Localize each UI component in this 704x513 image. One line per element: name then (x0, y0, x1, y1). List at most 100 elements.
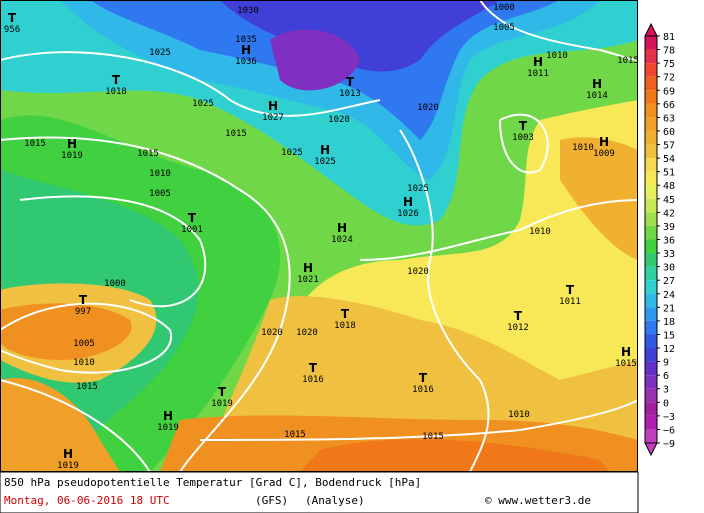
legend-label: 15 (663, 330, 675, 341)
legend-label: 66 (663, 100, 675, 111)
legend-band (645, 212, 657, 226)
pressure-centers: T956H1036T1018H1019H1027T1013H1011H1014T… (4, 11, 637, 471)
legend-label: 18 (663, 317, 675, 328)
legend-band (645, 415, 657, 430)
center-pressure: 1014 (586, 91, 608, 101)
isobar-label: 1010 (572, 143, 594, 153)
legend-label: 42 (663, 208, 675, 219)
isobar-label: 1020 (261, 328, 283, 338)
center-symbol: T (8, 11, 17, 25)
center-symbol: H (303, 261, 313, 275)
legend-label: 3 (663, 385, 669, 396)
legend-arrow-top (644, 22, 658, 37)
legend-label: 48 (663, 181, 675, 192)
color-legend: 8178757269666360575451484542393633302724… (644, 22, 675, 457)
footer-date: Montag, 06-06-2016 18 UTC (4, 494, 170, 507)
center-pressure: 997 (75, 307, 91, 317)
center-symbol: H (337, 221, 347, 235)
legend-band (645, 253, 657, 267)
footer-title: 850 hPa pseudopotentielle Temperatur [Gr… (4, 476, 421, 489)
footer-run: (Analyse) (305, 494, 365, 507)
center-symbol: T (346, 75, 355, 89)
legend-label: 57 (663, 141, 675, 152)
center-symbol: T (341, 307, 350, 321)
isobar-label: 1035 (235, 35, 257, 45)
legend-band (645, 49, 657, 64)
center-symbol: H (67, 137, 77, 151)
legend-label: 54 (663, 154, 675, 165)
center-pressure: 1015 (615, 359, 637, 369)
legend-label: 21 (663, 303, 675, 314)
center-pressure: 1016 (302, 375, 324, 385)
legend-label: 75 (663, 59, 675, 70)
legend-label: −3 (663, 412, 675, 423)
isobar-label: 1005 (149, 189, 171, 199)
center-pressure: 1012 (507, 323, 529, 333)
legend-band (645, 171, 657, 186)
center-symbol: T (566, 283, 575, 297)
legend-label: 51 (663, 168, 675, 179)
legend-label: 33 (663, 249, 675, 260)
center-symbol: T (112, 73, 121, 87)
legend-label: 69 (663, 86, 675, 97)
legend-band (645, 76, 657, 91)
center-pressure: 1003 (512, 133, 534, 143)
legend-band (645, 225, 657, 240)
center-symbol: T (309, 361, 318, 375)
legend-band (645, 334, 657, 349)
legend-band (645, 429, 657, 443)
isobar-labels: 1030 1035 1025 1025 1020 1020 1015 1010 1005 1025… (24, 3, 639, 442)
isobar-label: 1015 (137, 149, 159, 159)
center-pressure: 956 (4, 25, 20, 35)
legend-band (645, 320, 657, 335)
isobar-label: 1010 (508, 410, 530, 420)
legend-label: 45 (663, 195, 675, 206)
center-symbol: H (621, 345, 631, 359)
footer-box (0, 471, 639, 513)
legend-label: 9 (663, 358, 669, 369)
legend-label: 36 (663, 236, 675, 247)
center-pressure: 1026 (397, 209, 419, 219)
isobar-label: 1025 (192, 99, 214, 109)
isobars (0, 0, 639, 473)
legend-label: 24 (663, 290, 675, 301)
center-symbol: H (533, 55, 543, 69)
isobar-label: 1015 (225, 129, 247, 139)
center-pressure: 1027 (262, 113, 284, 123)
center-symbol: T (79, 293, 88, 307)
legend-band (645, 375, 657, 389)
legend-label: −9 (663, 439, 675, 450)
legend-label: 12 (663, 344, 675, 355)
legend-label: 27 (663, 276, 675, 287)
isobar-label: 1005 (73, 339, 95, 349)
isobar-label: 1000 (493, 3, 515, 13)
center-symbol: H (163, 409, 173, 423)
legend-band (645, 130, 657, 145)
center-pressure: 1018 (334, 321, 356, 331)
center-pressure: 1019 (57, 461, 79, 471)
center-pressure: 1036 (235, 57, 257, 67)
isobar-label: 1025 (281, 148, 303, 158)
legend-band (645, 388, 657, 403)
isobar-label: 1030 (237, 6, 259, 16)
legend-label: 30 (663, 263, 675, 274)
center-symbol: H (592, 77, 602, 91)
legend-arrow-bottom (644, 442, 658, 457)
legend-label: 60 (663, 127, 675, 138)
legend-band (645, 239, 657, 254)
center-pressure: 1019 (157, 423, 179, 433)
isobar-label: 1010 (546, 51, 568, 61)
isobar-label: 1015 (284, 430, 306, 440)
center-pressure: 1013 (339, 89, 361, 99)
legend-band (645, 185, 657, 199)
isobar-label: 1020 (328, 115, 350, 125)
center-pressure: 1001 (181, 225, 203, 235)
center-pressure: 1011 (559, 297, 581, 307)
center-symbol: T (519, 119, 528, 133)
isobar-label: 1015 (24, 139, 46, 149)
center-symbol: H (268, 99, 278, 113)
isobar-label: 1015 (617, 56, 639, 66)
legend-band (645, 280, 657, 294)
